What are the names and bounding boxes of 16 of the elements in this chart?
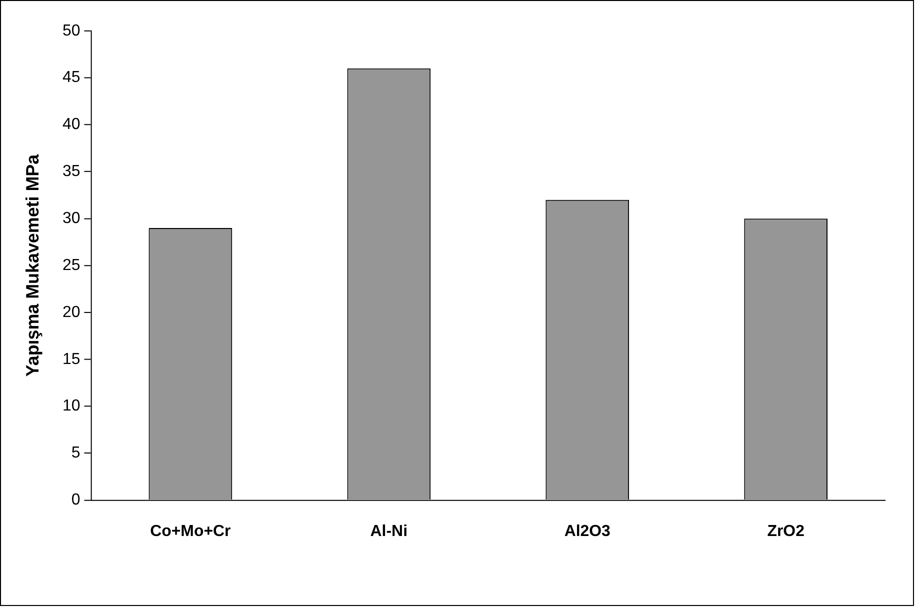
x-tick-label: Al-Ni — [370, 523, 408, 540]
x-tick-label: Co+Mo+Cr — [150, 523, 231, 540]
y-tick-label: 40 — [62, 116, 80, 134]
y-tick-label: 0 — [71, 492, 80, 509]
y-tick-label: 45 — [62, 69, 80, 86]
x-tick-label: Al2O3 — [564, 523, 611, 540]
y-tick-label: 25 — [62, 256, 80, 274]
y-tick-label: 50 — [62, 22, 80, 40]
y-tick-label: 10 — [62, 398, 80, 415]
x-tick-label: ZrO2 — [767, 523, 805, 540]
y-tick-label: 15 — [62, 350, 80, 368]
y-tick-label: 20 — [62, 304, 80, 321]
y-tick-label: 5 — [71, 444, 80, 462]
y-tick-label: 35 — [62, 163, 80, 180]
y-axis-title: Yapışma Mukavemeti MPa — [22, 153, 43, 377]
y-tick-label: 30 — [62, 210, 80, 227]
